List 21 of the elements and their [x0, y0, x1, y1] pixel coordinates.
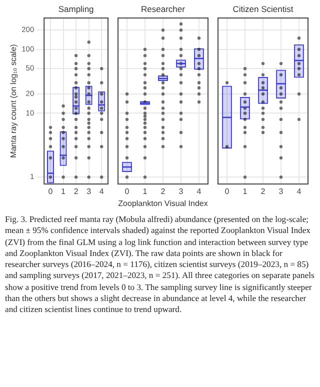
x-tick-label: 2	[260, 187, 266, 196]
chart-title: Sampling	[58, 4, 94, 14]
x-tick-label: 0	[48, 187, 54, 196]
chart-title: Researcher	[141, 4, 186, 14]
x-tick-label: 4	[196, 187, 202, 196]
x-tick-label: 3	[86, 187, 92, 196]
x-tick-label: 4	[99, 187, 104, 196]
x-tick-label: 3	[178, 187, 184, 196]
x-tick-label: 2	[160, 187, 166, 196]
text: Fig. 3. Predicted reef manta ray (Mobula alfredi) abundance (presented on the log-scale; mean ± 95% confidence intervals shaded) against the reported Zooplankton Visual Index (ZVI) from the final GLM using a log link function and interaction between survey type and Zooplankton Visual Index (ZVI). The raw data points are shown in black for researcher surveys (2016–2024, n = 1176), citizen scientist surveys (2019–2023, n = 85) and sampling surveys (2017, 2021–2023, n = 251). All three categories on separate panels show a positive trend from levels 0 to 3. The sampling survey line is significantly steeper than the others but shows a slight decrease in abundance at level 4, while the researcher and citizen scientist lines continue to trend upward.	[5, 214, 314, 314]
x-tick-label: 1	[142, 187, 148, 196]
x-tick-label: 2	[74, 187, 79, 196]
y-axis-title: Manta ray count (on log₁₀ scale)	[9, 44, 18, 158]
x-tick-label: 1	[61, 187, 66, 196]
x-tick-label: 0	[224, 187, 230, 196]
x-tick-label: 3	[278, 187, 284, 196]
chart-title: Citizen Scientist	[232, 4, 294, 14]
x-tick-label: 0	[124, 187, 130, 196]
x-tick-label: 1	[242, 187, 248, 196]
x-axis-title: Zooplankton Visual Index	[118, 199, 208, 208]
x-tick-label: 4	[296, 187, 302, 196]
